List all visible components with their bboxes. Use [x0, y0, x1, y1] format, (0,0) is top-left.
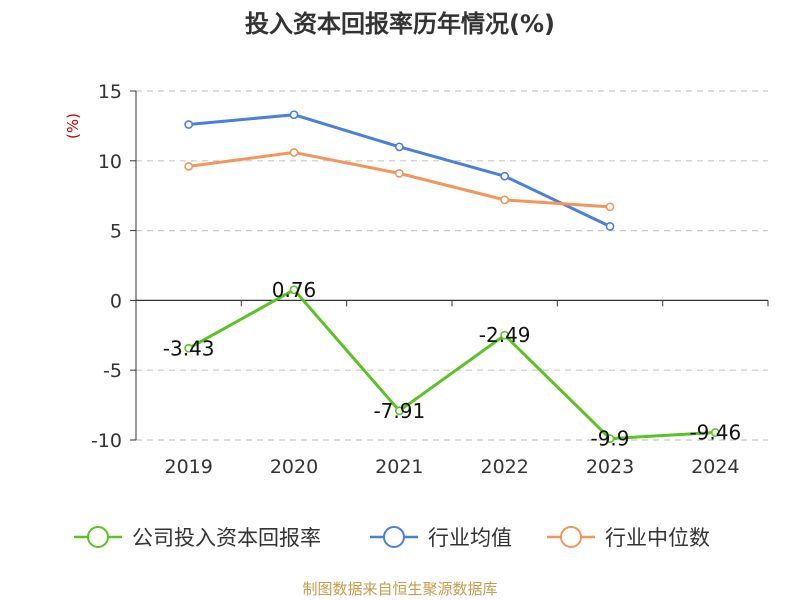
data-point-industry_avg: [289, 110, 299, 120]
grid: [136, 90, 768, 441]
data-point-company: [605, 434, 615, 444]
data-label: -7.91: [373, 399, 425, 423]
chart-title: 投入资本回报率历年情况(%): [245, 10, 555, 38]
x-tick-label: 2024: [691, 456, 739, 478]
y-tick-label: 0: [110, 290, 122, 312]
axes: 15 10 5 0 -5 -10 2019 2020 2021 2022 2023 2024: [91, 81, 769, 478]
legend-label: 行业中位数: [605, 526, 710, 550]
x-tick-label: 2019: [164, 456, 212, 478]
data-point-industry_avg: [605, 222, 615, 231]
data-point-industry_median: [289, 148, 299, 157]
data-point-company: [710, 428, 720, 437]
legend-swatch-marker: [87, 526, 109, 548]
data-label: -9.46: [689, 420, 741, 444]
data-point-company: [500, 330, 510, 340]
data-label: 0.76: [272, 278, 317, 302]
legend-swatch-marker: [560, 526, 582, 548]
data-labels: -3.43 0.76 -7.91 -2.49 -9.9 -9.46: [163, 278, 741, 451]
data-label: -2.49: [479, 323, 531, 347]
y-tick-label: 10: [98, 151, 122, 173]
data-point-industry_avg: [394, 142, 404, 152]
data-point-industry_median: [500, 195, 510, 205]
y-axis-unit: (%): [64, 113, 82, 139]
data-point-company: [184, 343, 194, 353]
data-point-industry_avg: [500, 171, 510, 181]
legend-label: 公司投入资本回报率: [132, 526, 321, 550]
legend: 公司投入资本回报率 行业均值 行业中位数: [74, 526, 710, 550]
data-point-industry_median: [605, 202, 615, 212]
y-tick-label: 5: [110, 221, 122, 243]
y-tick-label: -5: [103, 360, 122, 382]
legend-swatch-marker: [383, 526, 405, 548]
data-source-note: 制图数据来自恒生聚源数据库: [302, 580, 497, 598]
x-tick-label: 2020: [270, 456, 318, 478]
x-tick-label: 2023: [586, 456, 634, 478]
x-tick-label: 2021: [375, 456, 423, 478]
data-point-industry_median: [394, 168, 404, 178]
legend-label: 行业均值: [428, 526, 512, 550]
data-label: -3.43: [163, 336, 215, 360]
y-tick-label: 15: [98, 81, 122, 103]
series-line-company: [187, 288, 716, 441]
data-point-company: [394, 406, 404, 416]
series: [184, 110, 720, 444]
data-point-industry_avg: [184, 120, 194, 129]
y-tick-label: -10: [91, 430, 122, 452]
x-tick-label: 2022: [480, 456, 528, 478]
data-point-company: [289, 285, 299, 295]
data-point-industry_median: [184, 161, 194, 171]
data-label: -9.9: [590, 427, 629, 451]
